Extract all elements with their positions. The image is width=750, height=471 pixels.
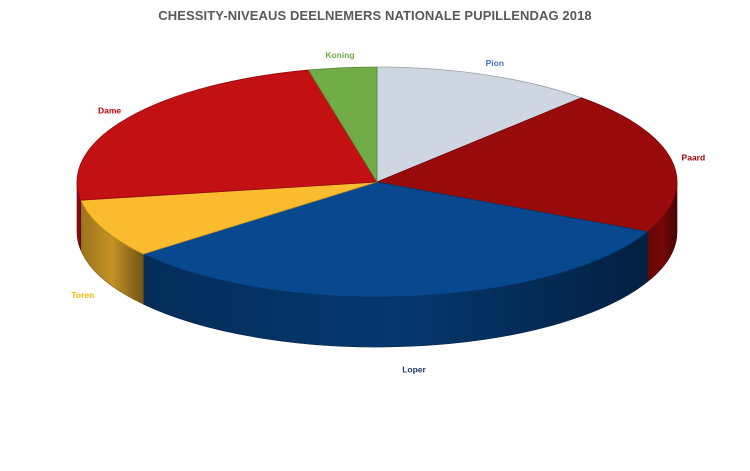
pie-slice-koning[interactable] (307, 66, 378, 184)
pie-top-layer (76, 66, 678, 298)
pie-slice-paard[interactable] (375, 97, 678, 233)
slice-label-loper: Loper (402, 364, 426, 374)
slice-label-koning: Koning (325, 50, 354, 60)
chart-title: CHESSITY-NIVEAUS DEELNEMERS NATIONALE PU… (158, 8, 592, 23)
pie-slice-loper[interactable] (142, 181, 649, 298)
slice-label-pion: Pion (486, 58, 504, 68)
pie-slice-pion[interactable] (376, 66, 583, 183)
slice-label-toren: Toren (71, 290, 94, 300)
pie-slice-toren[interactable] (80, 181, 378, 255)
pie-slice-dame[interactable] (76, 69, 378, 201)
slice-label-paard: Paard (682, 153, 706, 163)
slice-label-dame: Dame (98, 106, 121, 116)
pie-label-layer: Pion Paard Loper Toren Dame Koning (71, 50, 705, 374)
